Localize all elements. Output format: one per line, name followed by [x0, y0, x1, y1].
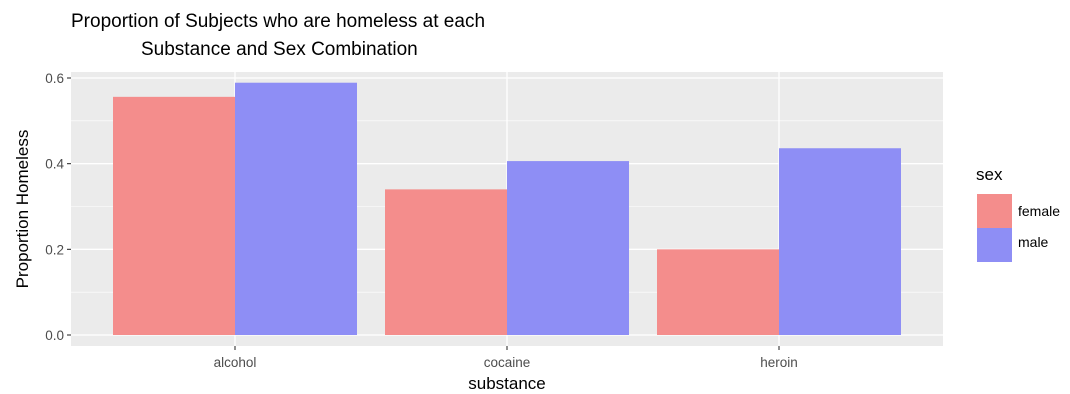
- x-tick-label: cocaine: [484, 355, 531, 370]
- y-tick-label: 0.4: [45, 157, 64, 172]
- legend-title: sex: [976, 165, 1003, 184]
- bar-male-cocaine: [507, 161, 629, 335]
- bar-female-heroin: [657, 249, 779, 335]
- bar-female-cocaine: [385, 189, 507, 335]
- legend-key-male: [977, 228, 1012, 262]
- bar-male-heroin: [779, 148, 901, 335]
- x-axis-title: substance: [468, 374, 546, 393]
- chart-title-line-2: Substance and Sex Combination: [141, 39, 418, 60]
- y-axis: 0.0 0.2 0.4 0.6: [45, 71, 71, 343]
- y-axis-title: Proportion Homeless: [13, 130, 32, 289]
- y-tick-label: 0.2: [45, 242, 64, 257]
- legend-key-female: [977, 194, 1012, 228]
- chart-title-line-1: Proportion of Subjects who are homeless …: [71, 11, 485, 32]
- x-axis: alcohol cocaine heroin: [214, 346, 798, 370]
- bar-male-alcohol: [235, 82, 357, 335]
- y-tick-label: 0.0: [45, 328, 64, 343]
- x-tick-label: alcohol: [214, 355, 257, 370]
- legend-label-female: female: [1018, 203, 1060, 219]
- bars: [113, 82, 901, 335]
- x-tick-label: heroin: [760, 355, 798, 370]
- legend: sex female male: [976, 165, 1060, 262]
- y-tick-label: 0.6: [45, 71, 64, 86]
- bar-female-alcohol: [113, 96, 235, 335]
- legend-label-male: male: [1018, 234, 1049, 250]
